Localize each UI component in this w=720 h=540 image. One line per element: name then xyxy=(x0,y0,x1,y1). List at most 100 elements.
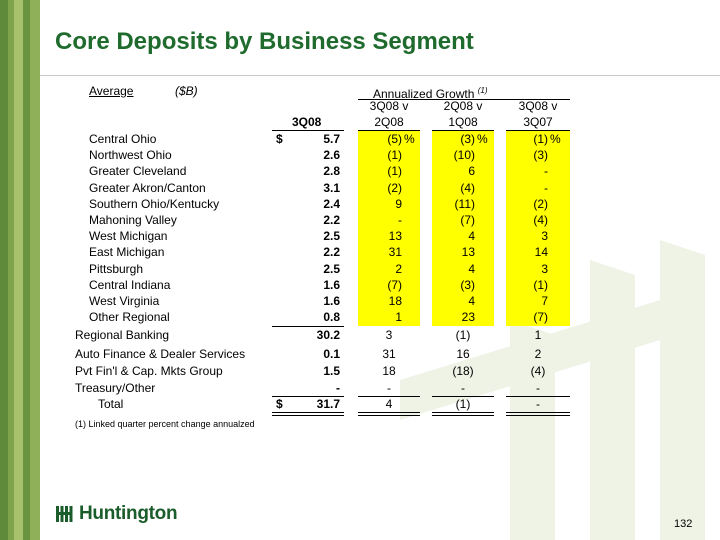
row-growth-g3: - xyxy=(536,381,540,395)
row-value-3q08: - xyxy=(336,381,340,395)
row-growth-g1: (1) xyxy=(387,164,402,179)
total-top-rule xyxy=(358,396,420,397)
row-growth-g3: (4) xyxy=(530,364,546,378)
row-label: Regional Banking xyxy=(75,328,170,342)
row-growth-g3: 14 xyxy=(534,245,548,260)
page-number: 132 xyxy=(674,518,693,530)
col-underline-g2 xyxy=(432,130,494,131)
sidebar-stripe xyxy=(0,0,8,540)
col-header-g1-line2: 2Q08 xyxy=(374,115,404,129)
row-growth-g3: (2) xyxy=(533,196,548,211)
row-value-3q08: 2.5 xyxy=(323,229,340,244)
total-double-rule xyxy=(506,412,570,413)
row-growth-g2: (11) xyxy=(454,196,475,211)
row-label: West Michigan xyxy=(89,229,168,244)
row-growth-g2: (18) xyxy=(452,364,474,378)
row-growth-g3: (4) xyxy=(533,213,548,227)
row-growth-g2: (1) xyxy=(455,397,471,411)
sidebar-stripe xyxy=(8,0,14,540)
row-growth-g1: 18 xyxy=(388,294,402,308)
row-growth-g3: 7 xyxy=(541,294,548,308)
sidebar-stripe xyxy=(23,0,30,540)
row-growth-g3: 1 xyxy=(534,328,542,342)
row-growth-g2: (3) xyxy=(460,132,475,146)
row-value-3q08: 31.7 xyxy=(316,397,340,411)
col-header-g1-line1: 3Q08 v xyxy=(369,99,409,113)
row-growth-g1: 18 xyxy=(382,364,396,378)
row-growth-g2: - xyxy=(461,381,465,395)
row-label: Central Indiana xyxy=(89,277,171,292)
row-label: Southern Ohio/Kentucky xyxy=(89,196,220,211)
total-double-rule xyxy=(432,412,494,413)
total-double-rule xyxy=(432,415,494,416)
row-growth-g2: (10) xyxy=(453,148,475,163)
row-dollar-sign: $ xyxy=(276,397,283,411)
row-growth-g1: - xyxy=(387,381,391,395)
row-label: Treasury/Other xyxy=(75,381,156,395)
row-growth-g2: (7) xyxy=(460,213,475,227)
footnote: (1) Linked quarter percent change annual… xyxy=(75,419,255,429)
row-label: Greater Akron/Canton xyxy=(89,180,206,195)
col-header-3q08: 3Q08 xyxy=(292,115,322,129)
row-growth-g3: (7) xyxy=(533,310,548,325)
total-top-rule xyxy=(506,396,570,397)
row-growth-g1: 3 xyxy=(385,328,393,342)
row-growth-g1: - xyxy=(398,213,402,227)
col-header-g3-line2: 3Q07 xyxy=(523,115,553,129)
total-double-rule xyxy=(272,415,344,416)
col-underline-g1 xyxy=(358,130,420,131)
logo-text: Huntington xyxy=(79,503,178,524)
row-growth-g1: 13 xyxy=(388,229,402,244)
row-label: Pittsburgh xyxy=(89,261,144,276)
highlight-column-2 xyxy=(432,130,494,326)
total-double-rule xyxy=(272,412,344,413)
total-double-rule xyxy=(358,415,420,416)
row-growth-g1: 31 xyxy=(382,347,396,361)
col-header-g2-line1: 2Q08 v xyxy=(443,99,483,113)
page-title: Core Deposits by Business Segment xyxy=(55,28,474,55)
row-growth-g1: 4 xyxy=(385,397,393,411)
row-growth-g1: 31 xyxy=(388,245,402,260)
row-label: Mahoning Valley xyxy=(89,213,177,227)
row-value-3q08: 2.2 xyxy=(323,213,340,227)
row-growth-g2: 16 xyxy=(456,347,470,361)
row-growth-g1: (2) xyxy=(387,180,402,195)
row-growth-g3: 3 xyxy=(541,261,548,276)
background-watermark xyxy=(400,240,705,540)
row-dollar-sign: $ xyxy=(276,132,283,146)
row-label: Total xyxy=(98,397,124,411)
row-growth-g3: (1) xyxy=(533,277,548,292)
row-value-3q08: 30.2 xyxy=(316,328,340,342)
annualized-label: Annualized Growth xyxy=(373,87,475,101)
row-value-3q08: 1.6 xyxy=(323,277,340,292)
row-growth-g2: (3) xyxy=(460,277,475,292)
row-growth-g3: - xyxy=(536,397,540,411)
col-underline-3q08 xyxy=(272,130,344,131)
sidebar-stripe xyxy=(30,0,40,540)
row-label: Northwest Ohio xyxy=(89,148,172,163)
total-top-rule xyxy=(272,396,344,397)
row-value-3q08: 2.6 xyxy=(323,148,340,163)
row-value-3q08: 0.8 xyxy=(323,310,340,325)
row-growth-g2: 4 xyxy=(468,294,475,308)
row-growth-g2: 4 xyxy=(468,261,475,276)
row-growth-g1: (7) xyxy=(387,277,402,292)
header-average: Average xyxy=(89,84,134,98)
huntington-logo: Huntington xyxy=(55,503,178,525)
subtotal-rule xyxy=(272,326,344,327)
row-growth-g3: (1) xyxy=(533,132,548,146)
highlight-column-1 xyxy=(358,130,420,326)
row-value-3q08: 2.8 xyxy=(323,164,340,179)
row-label: West Virginia xyxy=(89,294,160,308)
row-growth-g2: 4 xyxy=(468,229,475,244)
row-growth-g2: (1) xyxy=(455,328,471,342)
row-value-3q08: 3.1 xyxy=(323,180,340,195)
row-growth-g2: 6 xyxy=(468,164,475,179)
col-header-g2-line2: 1Q08 xyxy=(448,115,478,129)
row-value-3q08: 5.7 xyxy=(323,132,340,146)
row-growth-g3: - xyxy=(544,164,548,179)
row-label: Auto Finance & Dealer Services xyxy=(75,347,246,361)
row-label: Central Ohio xyxy=(89,132,157,146)
row-growth-g3: 2 xyxy=(534,347,542,361)
